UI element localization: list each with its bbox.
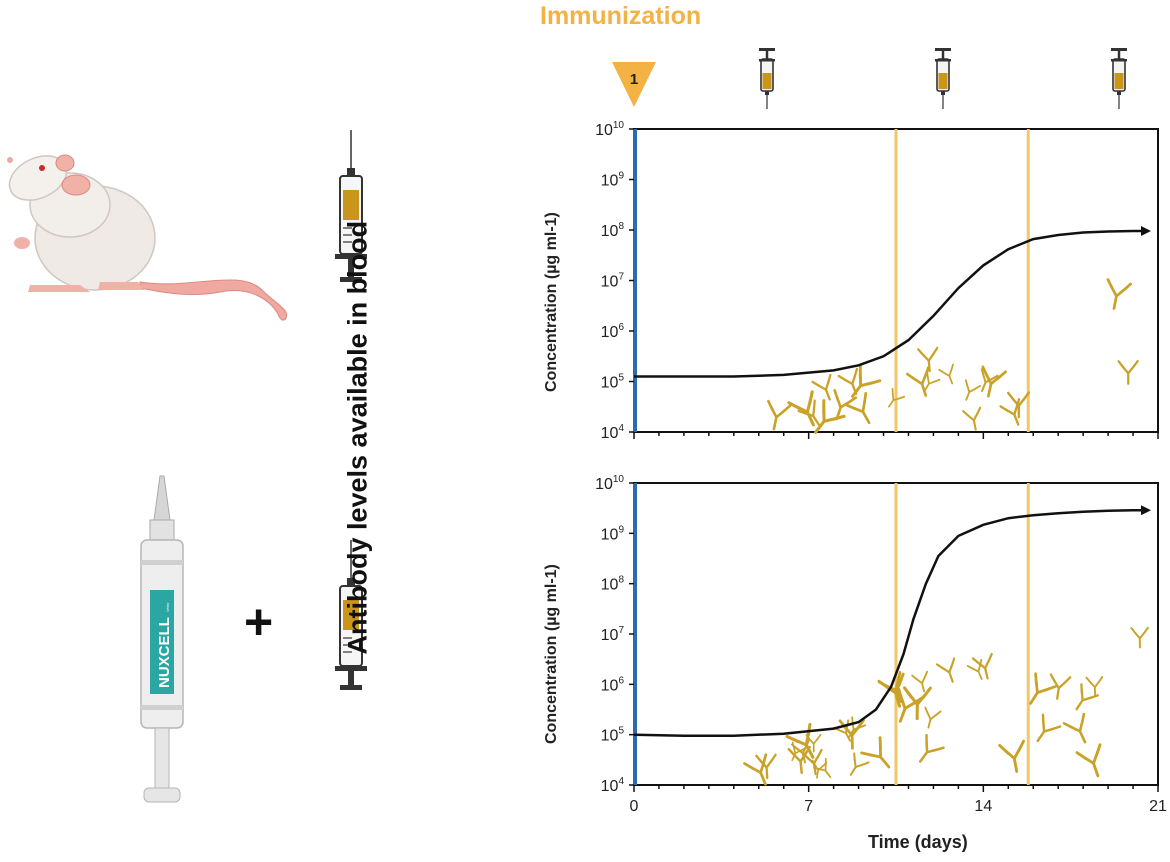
y-tick-label: 106 (601, 675, 625, 694)
antibody-icon (743, 753, 768, 786)
syringe-icon (335, 540, 367, 690)
antibody-icon (797, 399, 821, 426)
nuxcell-syringe-icon (140, 475, 184, 803)
immunization-marker-icon (612, 62, 656, 107)
antibody-icon (935, 657, 956, 683)
y-tick-label: 105 (601, 726, 625, 745)
antibody-icon (911, 670, 929, 693)
syringe-icon (1109, 46, 1129, 111)
antibody-icon (755, 753, 777, 780)
antibody-icon (964, 379, 981, 401)
x-tick-label: 14 (974, 798, 992, 815)
y-tick-label: 109 (601, 171, 625, 190)
antibody-icon (924, 371, 941, 392)
antibody-icon (811, 373, 832, 401)
antibody-icon (811, 759, 828, 779)
antibody-icon (1029, 672, 1057, 705)
y-tick-label: 108 (601, 221, 625, 240)
antibody-icon (791, 741, 807, 762)
antibody-icon (888, 387, 906, 408)
antibody-curve (634, 226, 1151, 378)
y-axis-main-label: Antibody levels available in blood (342, 220, 373, 655)
antibody-icon (918, 733, 945, 763)
antibody-icon (924, 706, 942, 729)
y-tick-label: 104 (601, 776, 625, 795)
nuxcell-brand-small-label: Vetro (165, 602, 170, 612)
antibody-icon (981, 365, 1007, 398)
syringe-icon (335, 130, 367, 282)
antibody-icon (837, 367, 859, 396)
antibody-icon (844, 391, 871, 425)
y-tick-label: 106 (601, 322, 625, 341)
antibody-icon (1075, 743, 1102, 778)
chart-bottom-y-label: Concentration (µg ml-1) (543, 564, 561, 744)
antibody-icon (897, 687, 924, 723)
chart-top-y-label-text: Concentration (µg ml-1) (543, 212, 560, 392)
antibody-icon (787, 390, 815, 427)
x-axis-label: Time (days) (868, 832, 968, 852)
antibody-icon (1085, 675, 1104, 697)
antibody-icon (849, 752, 870, 776)
y-tick-label: 1010 (595, 120, 624, 139)
y-tick-label: 107 (601, 272, 625, 291)
antibody-icon (1117, 360, 1139, 385)
chart-top: 104 105 106 107 108 109 1010 (595, 120, 1159, 442)
antibody-icon (902, 686, 932, 721)
antibody-icon (1006, 391, 1030, 419)
antibody-icon (962, 406, 982, 431)
antibody-icon (906, 366, 930, 397)
y-tick-label: 1010 (595, 474, 624, 493)
antibody-icon (1062, 712, 1087, 744)
antibody-icon (838, 718, 865, 750)
chart-top-y-label: Concentration (µg ml-1) (543, 212, 561, 392)
syringe-icon (933, 46, 953, 111)
antibody-icon (1049, 673, 1072, 700)
antibody-icon (814, 399, 846, 434)
mouse-icon (7, 154, 288, 321)
y-tick-label: 107 (601, 625, 625, 644)
x-tick-label: 21 (1149, 798, 1167, 815)
antibody-icon (998, 739, 1026, 773)
chart-bottom-y-label-text: Concentration (µg ml-1) (543, 564, 560, 744)
y-tick-label: 105 (601, 373, 625, 392)
chart-bottom: 0 7 14 21 104 105 106 107 108 109 1010 (595, 474, 1167, 815)
antibody-icon (971, 652, 993, 680)
y-tick-label: 104 (601, 423, 625, 442)
antibody-icon (805, 733, 822, 753)
antibody-icon (813, 757, 832, 779)
x-tick-label: 7 (804, 798, 813, 815)
x-tick-label: 0 (630, 798, 639, 815)
plus-sign: + (244, 594, 274, 650)
antibody-icon (938, 363, 954, 385)
antibody-icon (1130, 626, 1149, 649)
antibody-curve (633, 505, 1151, 737)
y-tick-label: 109 (601, 524, 625, 543)
syringe-icon (757, 46, 777, 111)
antibody-icon (801, 748, 823, 776)
antibody-icon (917, 346, 939, 373)
antibody-icon (851, 364, 882, 398)
antibody-icon (767, 399, 792, 431)
antibody-icon (1036, 713, 1062, 743)
antibody-icon (999, 398, 1021, 426)
antibody-icon (966, 658, 983, 680)
immunization-title: Immunization (540, 2, 702, 30)
antibody-icon (848, 716, 867, 738)
antibody-icon (1106, 278, 1132, 310)
antibody-icon (860, 736, 891, 769)
antibody-icon (1075, 683, 1099, 711)
nuxcell-brand-label: NUXCELL (156, 617, 173, 688)
y-tick-label: 108 (601, 575, 625, 594)
antibody-icon (833, 389, 858, 421)
immunization-marker-number: 1 (630, 71, 638, 88)
